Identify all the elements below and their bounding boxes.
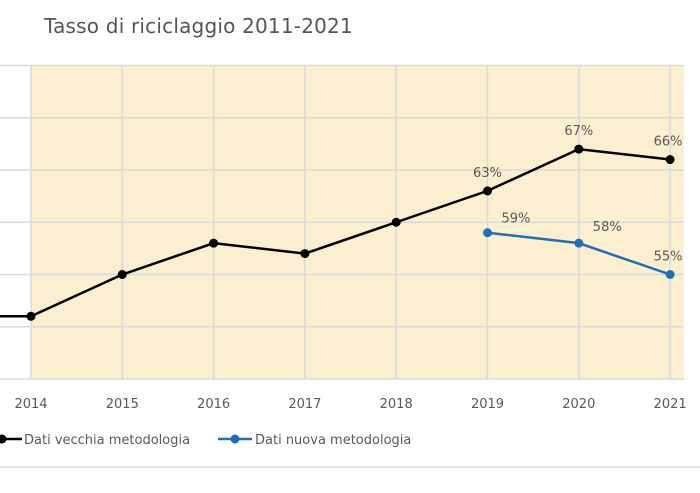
data-label: 66% xyxy=(654,135,683,150)
x-tick-label: 2021 xyxy=(654,397,687,412)
data-point xyxy=(209,238,219,248)
x-tick-label: 2018 xyxy=(380,397,413,412)
legend-marker xyxy=(230,434,240,444)
data-point xyxy=(665,155,675,165)
chart-title: Tasso di riciclaggio 2011-2021 xyxy=(44,14,353,38)
legend-label: Dati vecchia metodologia xyxy=(24,433,190,448)
x-tick-label: 2020 xyxy=(562,397,595,412)
data-label: 59% xyxy=(502,212,531,227)
data-point xyxy=(483,186,492,196)
x-tick-label: 2019 xyxy=(471,397,504,412)
legend-marker xyxy=(0,434,7,444)
data-point xyxy=(391,217,401,227)
x-tick-label: 2017 xyxy=(288,397,321,412)
x-tick-label: 2016 xyxy=(197,397,230,412)
x-tick-label: 2015 xyxy=(106,397,139,412)
data-point xyxy=(26,311,36,321)
data-label: 58% xyxy=(593,220,622,235)
data-label: 63% xyxy=(473,166,502,181)
x-tick-label: 2014 xyxy=(14,397,47,412)
data-point xyxy=(483,228,492,238)
legend-label: Dati nuova metodologia xyxy=(255,433,411,448)
data-point xyxy=(300,249,310,259)
data-point xyxy=(574,238,584,248)
data-point xyxy=(117,270,127,279)
data-point xyxy=(574,144,584,154)
data-label: 67% xyxy=(564,124,593,139)
data-label: 55% xyxy=(654,250,683,265)
data-point xyxy=(665,270,675,279)
